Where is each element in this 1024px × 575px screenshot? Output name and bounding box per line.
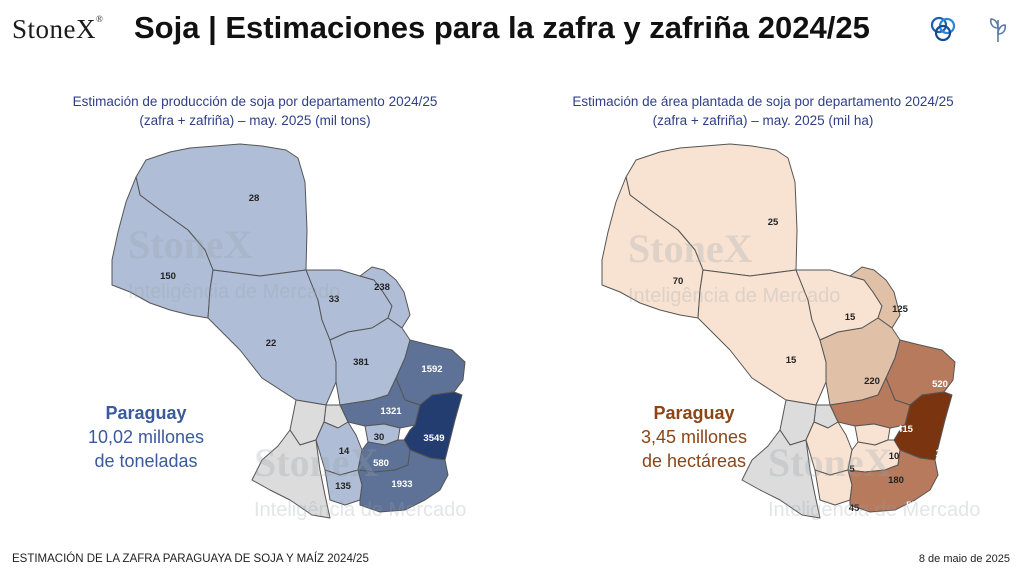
watermark-tagline: Inteligência de Mercado xyxy=(768,499,980,521)
watermarks: StoneX Inteligência de Mercado StoneX In… xyxy=(128,222,980,521)
footer-report-title: ESTIMACIÓN DE LA ZAFRA PARAGUAYA DE SOJA… xyxy=(12,553,369,565)
label-presidente-hayes: 15 xyxy=(786,355,797,366)
region-itapua xyxy=(847,449,939,513)
label-itapua: 554 xyxy=(906,500,923,511)
label-misiones: 45 xyxy=(849,503,860,514)
label-boqueron: 150 xyxy=(160,271,176,282)
label-itapua: 1933 xyxy=(391,479,412,490)
watermark-brand: StoneX xyxy=(128,222,253,267)
footer-date: 8 de maio de 2025 xyxy=(918,553,1010,565)
label-boqueron: 70 xyxy=(673,276,684,287)
label-amambay: 125 xyxy=(892,304,909,315)
watermark-brand: StoneX xyxy=(768,440,893,485)
label-misiones: 135 xyxy=(335,481,352,492)
stonex-logo: StoneX® xyxy=(12,14,104,44)
watermark-tagline: Inteligência de Mercado xyxy=(628,285,840,307)
label-concepcion: 33 xyxy=(329,294,340,305)
label-alto-parana: 1255 xyxy=(935,448,957,459)
leaf-sprout-icon xyxy=(989,18,1007,43)
watermark-tagline: Inteligência de Mercado xyxy=(254,499,466,521)
label-canindeyu: 1592 xyxy=(421,364,442,375)
area-summary: Paraguay 3,45 millones de hectáreas xyxy=(614,401,774,473)
label-paraguari: 5 xyxy=(849,464,855,475)
watermark-brand: StoneX xyxy=(628,226,753,271)
label-san-pedro: 381 xyxy=(353,357,370,368)
production-unit: de toneladas xyxy=(94,451,198,471)
label-san-pedro: 220 xyxy=(864,376,880,387)
left-map-subtitle: Estimación de producción de soja por dep… xyxy=(72,94,438,128)
label-guaira: 10 xyxy=(889,451,900,462)
production-labels: 28 150 22 33 238 381 1592 1321 3549 30 1… xyxy=(160,193,445,492)
region-itapua xyxy=(357,449,449,513)
label-alto-paraguay: 28 xyxy=(249,193,260,204)
right-map-subtitle: Estimación de área plantada de soja por … xyxy=(572,94,954,128)
label-presidente-hayes: 22 xyxy=(266,338,277,349)
region-boqueron xyxy=(601,176,704,319)
region-amambay xyxy=(359,266,411,329)
region-amambay xyxy=(849,266,901,329)
area-total: 3,45 millones xyxy=(640,427,748,447)
label-canindeyu: 520 xyxy=(932,379,948,390)
label-paraguari: 14 xyxy=(339,446,350,457)
label-caaguazu: 1321 xyxy=(380,406,402,417)
label-amambay: 238 xyxy=(374,282,390,293)
label-alto-paraguay: 25 xyxy=(768,217,779,228)
area-map xyxy=(601,143,956,519)
watermark-brand: StoneX xyxy=(254,440,379,485)
area-labels: 25 70 15 15 125 220 520 415 1255 10 5 18… xyxy=(673,217,958,514)
country-name: Paraguay xyxy=(105,403,187,423)
label-caazapa: 580 xyxy=(373,458,389,469)
interlocked-rings-icon xyxy=(930,16,956,42)
label-caazapa: 180 xyxy=(888,475,904,486)
region-boqueron xyxy=(111,176,214,319)
label-guaira: 30 xyxy=(374,432,385,443)
country-name: Paraguay xyxy=(653,403,735,423)
label-concepcion: 15 xyxy=(845,312,856,323)
label-caaguazu: 415 xyxy=(897,424,914,435)
area-unit: de hectáreas xyxy=(641,451,747,471)
watermark-tagline: Inteligência de Mercado xyxy=(128,281,340,303)
page-title: Soja | Estimaciones para la zafra y zafr… xyxy=(134,10,870,45)
production-map xyxy=(111,143,466,519)
production-summary: Paraguay 10,02 millones de toneladas xyxy=(66,401,226,473)
production-total: 10,02 millones xyxy=(87,427,205,447)
label-alto-parana: 3549 xyxy=(423,433,444,444)
